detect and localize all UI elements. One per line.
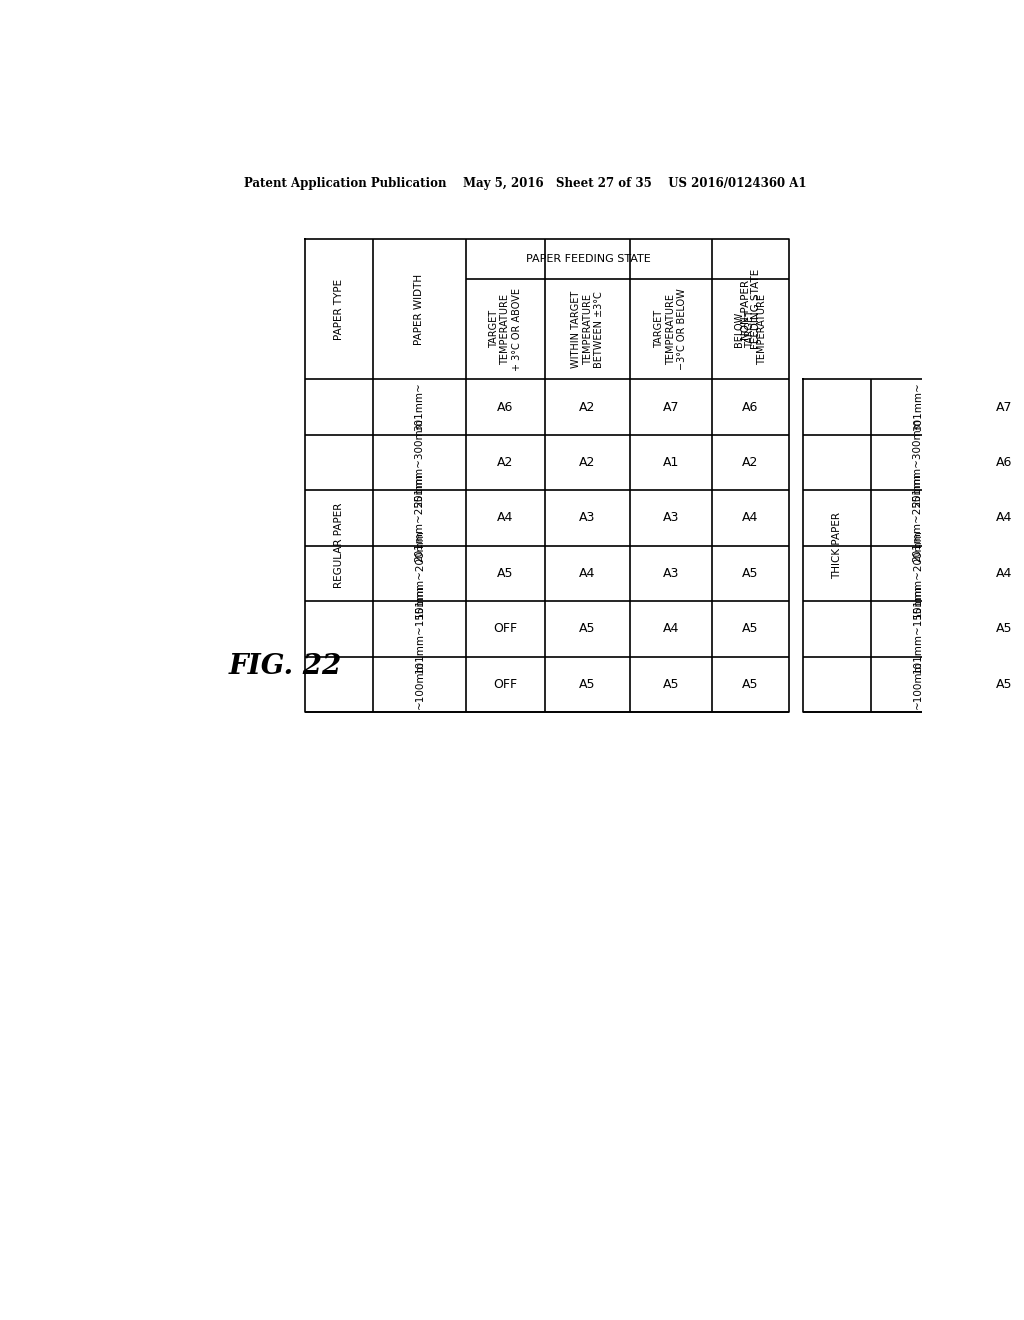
- Text: A5: A5: [742, 677, 759, 690]
- Text: 301mm~: 301mm~: [415, 383, 424, 432]
- Text: TARGET
TEMPERATURE
+ 3°C OR ABOVE: TARGET TEMPERATURE + 3°C OR ABOVE: [488, 288, 522, 371]
- Text: PAPER TYPE: PAPER TYPE: [334, 279, 344, 339]
- Text: A5: A5: [663, 677, 679, 690]
- Text: A7: A7: [663, 400, 679, 413]
- Text: ~100mm: ~100mm: [415, 660, 424, 709]
- Text: 201mm~250mm: 201mm~250mm: [415, 474, 424, 562]
- Text: BELOW
TARGET
TEMPERATURE: BELOW TARGET TEMPERATURE: [734, 294, 767, 364]
- Text: NON-PAPER
FEEDING STATE: NON-PAPER FEEDING STATE: [739, 269, 761, 350]
- Text: A5: A5: [742, 566, 759, 579]
- Text: ~100mm: ~100mm: [912, 660, 923, 709]
- Text: 151mm~200mm: 151mm~200mm: [912, 529, 923, 618]
- Text: 201mm~250mm: 201mm~250mm: [912, 474, 923, 562]
- Text: 151mm~200mm: 151mm~200mm: [415, 529, 424, 618]
- Text: A6: A6: [498, 400, 514, 413]
- Text: Patent Application Publication    May 5, 2016   Sheet 27 of 35    US 2016/012436: Patent Application Publication May 5, 20…: [244, 177, 806, 190]
- Text: A4: A4: [742, 511, 759, 524]
- Text: A5: A5: [580, 677, 596, 690]
- Text: A5: A5: [995, 677, 1012, 690]
- Text: A5: A5: [742, 622, 759, 635]
- Text: A4: A4: [995, 566, 1012, 579]
- Text: 101mm~150mm: 101mm~150mm: [912, 585, 923, 673]
- Text: A2: A2: [742, 455, 759, 469]
- Text: A5: A5: [580, 622, 596, 635]
- Text: PAPER FEEDING STATE: PAPER FEEDING STATE: [526, 255, 651, 264]
- Text: 101mm~150mm: 101mm~150mm: [415, 585, 424, 673]
- Text: REGULAR PAPER: REGULAR PAPER: [334, 503, 344, 589]
- Text: 301mm~: 301mm~: [912, 383, 923, 432]
- Text: A2: A2: [580, 400, 596, 413]
- Text: A2: A2: [498, 455, 514, 469]
- Text: A5: A5: [995, 622, 1012, 635]
- Text: A2: A2: [580, 455, 596, 469]
- Text: A4: A4: [498, 511, 514, 524]
- Text: A4: A4: [663, 622, 679, 635]
- Text: 251mm~300mm: 251mm~300mm: [415, 418, 424, 507]
- Text: A7: A7: [995, 400, 1012, 413]
- Text: A1: A1: [663, 455, 679, 469]
- Text: OFF: OFF: [494, 677, 517, 690]
- Text: A6: A6: [742, 400, 759, 413]
- Text: A4: A4: [995, 511, 1012, 524]
- Text: THICK PAPER: THICK PAPER: [833, 512, 842, 579]
- Text: A5: A5: [498, 566, 514, 579]
- Text: A4: A4: [580, 566, 596, 579]
- Text: TARGET
TEMPERATURE
−3°C OR BELOW: TARGET TEMPERATURE −3°C OR BELOW: [654, 289, 687, 370]
- Text: A6: A6: [995, 455, 1012, 469]
- Text: WITHIN TARGET
TEMPERATURE
BETWEEN ±3°C: WITHIN TARGET TEMPERATURE BETWEEN ±3°C: [571, 290, 604, 368]
- Text: FIG. 22: FIG. 22: [228, 653, 342, 680]
- Text: 251mm~300mm: 251mm~300mm: [912, 418, 923, 507]
- Text: A3: A3: [580, 511, 596, 524]
- Text: A3: A3: [663, 511, 679, 524]
- Text: A3: A3: [663, 566, 679, 579]
- Text: PAPER WIDTH: PAPER WIDTH: [415, 273, 424, 345]
- Text: OFF: OFF: [494, 622, 517, 635]
